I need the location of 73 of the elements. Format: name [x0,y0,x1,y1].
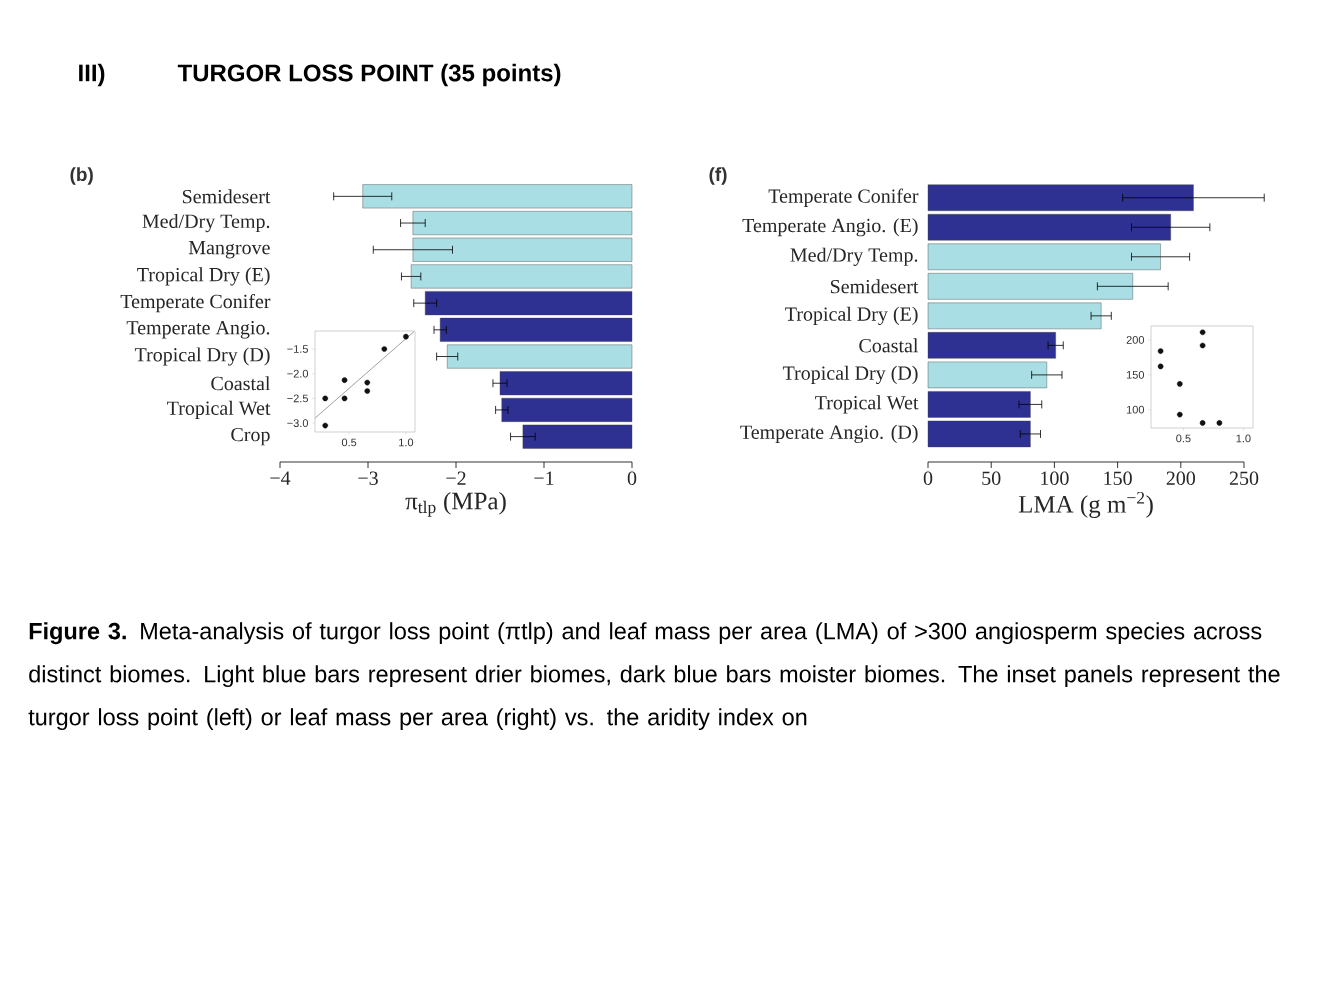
y-tick-label: Mangrove [188,241,270,259]
y-tick-label: Tropical Dry (E) [785,306,918,325]
y-tick-label: −2.0 [287,369,309,378]
point [364,388,371,394]
x-tick-label: 1.0 [1236,434,1251,443]
y-tick-label: Temperate Angio. (D) [740,424,918,444]
y-tick-label: −2.5 [287,394,308,403]
y-tick-label: Coastal [211,376,271,391]
y-tick-label: Tropical Dry (D) [782,365,918,384]
y-tick-label: Temperate Conifer [768,188,919,207]
point [364,379,371,386]
y-tick-label: Tropical Wet [167,400,271,419]
y-tick-label: 200 [1126,336,1145,344]
bar [927,361,1048,389]
x-axis-title: π$_{tlp}$ (MPa) [405,491,506,517]
bar [927,184,1194,211]
point [403,333,409,340]
y-tick-label: Temperate Conifer [120,293,271,313]
point [1199,329,1206,336]
bar [927,391,1031,418]
point [1177,411,1183,418]
point [1177,381,1183,387]
bar [927,273,1133,300]
x-tick-label: 50 [982,471,1001,486]
y-tick-label: Temperate Angio. (E) [742,218,918,237]
text: TURGOR LOSS POINT (35 points) [177,63,561,87]
x-tick-label: −3 [358,471,378,485]
text: III) [79,63,105,87]
x-tick-label: 1.0 [399,438,414,447]
point [322,422,329,429]
point [322,395,329,402]
x-tick-label: −1 [534,471,554,485]
y-tick-label: −1.5 [287,345,308,353]
point [1199,342,1206,349]
x-tick-label: −4 [270,471,291,485]
y-tick-label: Semidesert [830,279,919,294]
y-tick-label: Tropical Dry (E) [137,267,270,286]
y-tick-label: Crop [231,427,270,446]
x-tick-label: 0.5 [1176,434,1191,443]
y-tick-label: −3.0 [287,419,309,427]
x-tick-label: 0 [923,471,933,486]
y-tick-label: Tropical Wet [815,395,919,414]
y-tick-label: Med/Dry Temp. [142,213,270,233]
bar [927,332,1056,359]
point [1157,363,1164,370]
y-tick-label: Temperate Angio. [126,321,270,339]
point [341,395,348,402]
point [341,377,348,383]
x-tick-label: 200 [1166,471,1196,486]
point [1199,420,1206,426]
x-axis-title: LMA (g m$^{−2}$) [1018,491,1153,518]
y-tick-label: Med/Dry Temp. [790,247,918,266]
point [1157,348,1164,354]
bar [927,243,1161,270]
x-tick-label: 150 [1104,471,1132,486]
x-tick-label: 250 [1229,471,1259,486]
point [381,346,388,352]
text: (b) [70,167,93,185]
bar [927,302,1102,330]
bar [927,214,1171,241]
text: Figure 3. Meta-analysis of turgor loss point (πtlp) and leaf mass per area (LMA) of >300 angiosperm species across distinct biomes. Light blue bars represent drier biomes, dark blue bars moister biomes. The inset panels represent the turgor loss point (left) or leaf mass per area (right) vs. the aridity index on [28,622,1280,731]
x-tick-label: 100 [1041,471,1069,486]
x-tick-label: 0.5 [341,438,357,447]
y-tick-label: Coastal [859,338,919,353]
y-tick-label: 150 [1126,370,1145,379]
x-tick-label: −2 [446,471,466,485]
x-tick-label: 0 [627,471,637,486]
point [1216,420,1223,426]
y-tick-label: 100 [1126,405,1145,414]
y-tick-label: Tropical Dry (D) [134,347,270,366]
text: (f) [709,167,727,185]
bar [927,420,1031,448]
y-tick-label: Semidesert [182,189,271,204]
